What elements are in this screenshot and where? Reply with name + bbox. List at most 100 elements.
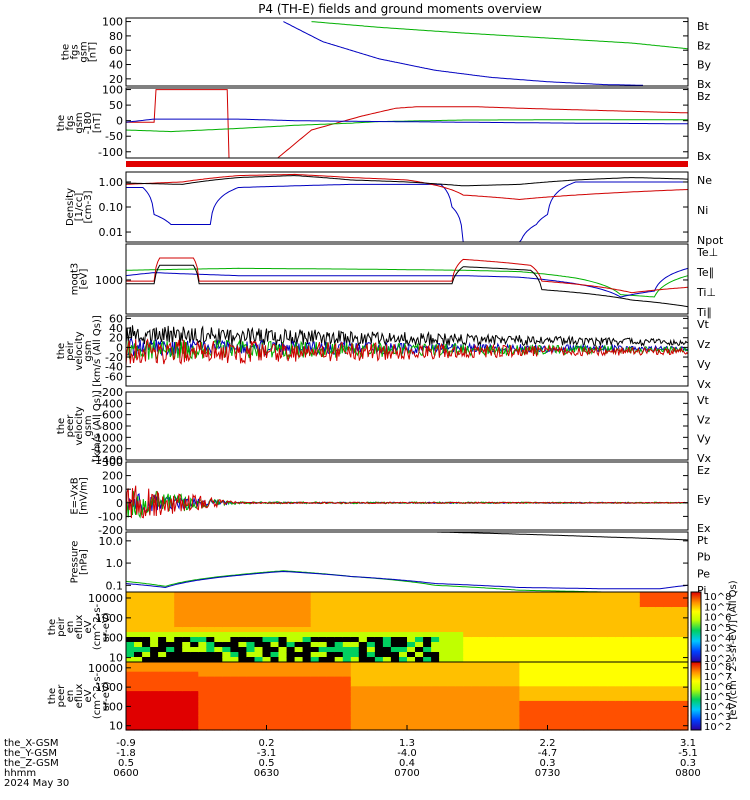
spectrogram-cell (511, 627, 520, 633)
spectrogram-cell (423, 657, 432, 663)
spectrogram-cell (503, 700, 512, 707)
spectrogram-cell (487, 715, 496, 721)
spectrogram-cell (671, 662, 681, 668)
spectrogram-cell (310, 671, 320, 678)
colorbar-tick-label: 10^4 (704, 633, 731, 644)
spectrogram-cell (270, 632, 280, 638)
spectrogram-cell (607, 592, 617, 598)
spectrogram-cell (623, 632, 633, 638)
spectrogram-cell (407, 637, 416, 643)
spectrogram-cell (262, 597, 272, 603)
spectrogram-cell (302, 622, 312, 628)
spectrogram-cell (278, 671, 288, 678)
spectrogram-cell (350, 662, 360, 668)
spectrogram-cell (455, 676, 464, 683)
spectrogram-cell (246, 657, 255, 663)
spectrogram-cell (527, 715, 536, 721)
spectrogram-cell (639, 632, 649, 638)
x-tick-label: 0700 (394, 768, 419, 779)
spectrogram-cell (134, 612, 143, 618)
spectrogram-cell (631, 657, 641, 663)
x-row-label: hhmm (4, 768, 36, 779)
spectrogram-cell (551, 720, 561, 726)
spectrogram-cell (334, 715, 344, 721)
spectrogram-cell (607, 710, 617, 717)
spectrogram-cell (495, 652, 504, 658)
legend-entry: Ez (697, 464, 710, 477)
y-axis-label: en (65, 621, 76, 634)
spectrogram-cell (615, 725, 625, 731)
spectrogram-cell (607, 642, 617, 648)
spectrogram-cell (399, 720, 408, 726)
spectrogram-cell (575, 612, 585, 618)
spectrogram-cell (535, 632, 545, 638)
spectrogram-cell (591, 696, 601, 702)
spectrogram-cell (390, 681, 400, 687)
spectrogram-cell (471, 637, 480, 643)
spectrogram-cell (238, 657, 247, 663)
spectrogram-cell (655, 612, 665, 618)
spectrogram-cell (647, 627, 657, 633)
spectrogram-cell (318, 647, 328, 653)
spectrogram-cell (126, 715, 135, 721)
spectrogram-cell (583, 666, 593, 673)
spectrogram-cell (623, 647, 633, 653)
spectrogram-cell (246, 715, 255, 721)
spectrogram-cell (190, 720, 199, 726)
spectrogram-cell (270, 647, 280, 653)
spectrogram-cell (503, 662, 512, 668)
legend-entry: Bz (697, 39, 711, 52)
spectrogram-cell (623, 617, 633, 623)
y-tick-label: -1400 (91, 454, 123, 467)
spectrogram-cell (126, 696, 135, 702)
spectrogram-cell (623, 662, 633, 668)
spectrogram-cell (655, 676, 665, 683)
series-Bz (126, 89, 689, 159)
spectrogram-cell (575, 647, 585, 653)
date-label: 2024 May 30 (4, 778, 69, 789)
spectrogram-cell (126, 627, 135, 633)
y-tick-label: 10.0 (99, 535, 124, 548)
spectrogram-cell (382, 612, 392, 618)
spectrogram-cell (671, 592, 681, 598)
spectrogram-cell (447, 700, 456, 707)
spectrogram-cell (230, 691, 239, 697)
spectrogram-cell (415, 705, 424, 712)
spectrogram-cell (182, 691, 191, 697)
spectrogram-cell (326, 627, 336, 633)
spectrogram-cell (350, 657, 360, 663)
spectrogram-cell (431, 627, 440, 633)
spectrogram-cell (198, 705, 207, 712)
spectrogram-cell (238, 696, 247, 702)
spectrogram-cell (575, 607, 585, 613)
spectrogram-cell (399, 662, 408, 668)
legend-entry: Vx (697, 378, 712, 391)
spectrogram-cell (535, 715, 545, 721)
spectrogram-cell (559, 647, 569, 653)
spectrogram-cell (671, 696, 681, 702)
spectrogram-cell (214, 662, 223, 668)
spectrogram-cell (166, 632, 175, 638)
spectrogram-cell (166, 715, 175, 721)
spectrogram-cell (214, 627, 223, 633)
spectrogram-cell (535, 671, 545, 678)
panel-frame (125, 531, 689, 593)
spectrogram-cell (543, 696, 553, 702)
spectrogram-cell (615, 686, 625, 692)
spectrogram-cell (142, 642, 151, 648)
spectrogram-cell (302, 720, 312, 726)
spectrogram-cell (607, 700, 617, 707)
spectrogram-cell (262, 691, 272, 697)
spectrogram-cell (246, 705, 255, 712)
spectrogram-cell (575, 686, 585, 692)
spectrogram-cell (527, 686, 536, 692)
spectrogram-cell (238, 681, 247, 687)
spectrogram-cell (126, 705, 135, 712)
spectrogram-cell (535, 627, 545, 633)
spectrogram-cell (567, 647, 577, 653)
spectrogram-cell (214, 632, 223, 638)
spectrogram-cell (126, 642, 135, 648)
spectrogram-cell (567, 652, 577, 658)
y-tick-label: 60 (109, 44, 123, 57)
